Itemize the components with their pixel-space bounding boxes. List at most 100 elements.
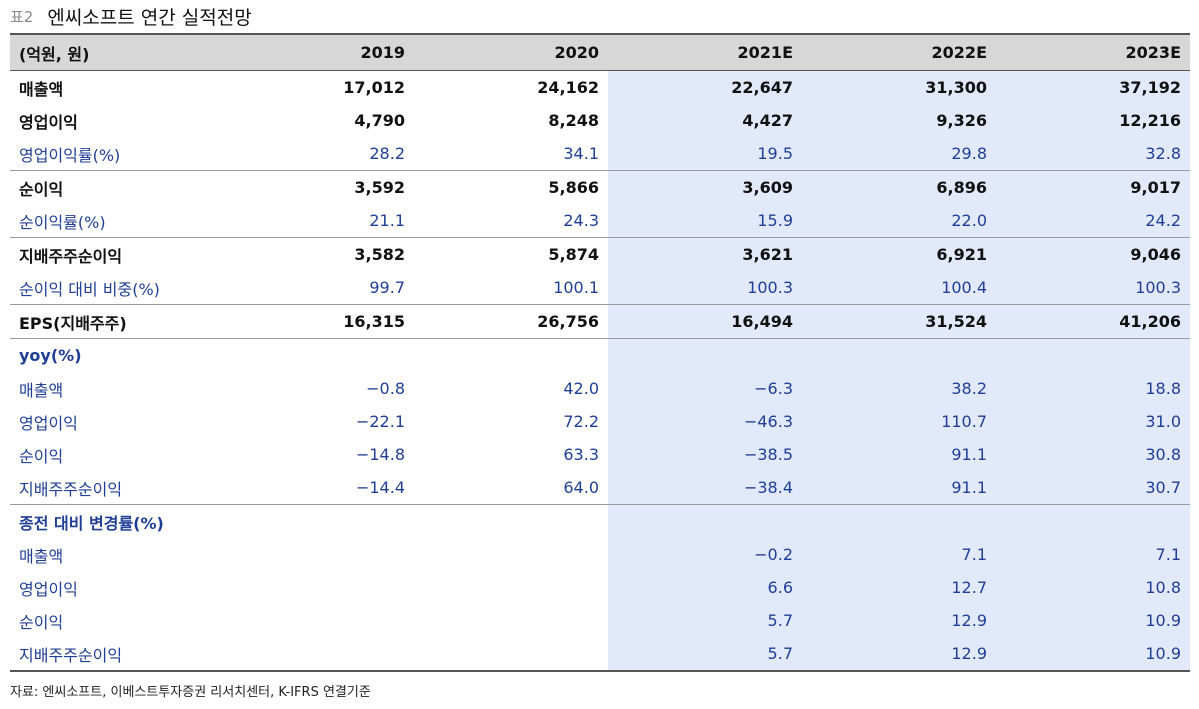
row-value: 32.8 [996,137,1190,171]
table-row: 영업이익 6.6 12.7 10.8 [10,571,1190,604]
row-value: 15.9 [608,204,802,238]
row-value [802,338,996,372]
header-year: 2019 [220,33,414,71]
row-label: 영업이익률(%) [19,145,121,165]
table-row: 순이익 −14.8 63.3 −38.5 91.1 30.8 [10,438,1190,471]
row-label: EPS(지배주주) [10,304,220,339]
row-value: 41,206 [996,304,1190,339]
row-value: −46.3 [608,405,802,438]
row-label: 지배주주순이익 [10,237,220,271]
row-value: 42.0 [563,379,599,398]
row-label: 매출액 [19,380,64,400]
row-label: 순이익률(%) [19,212,106,232]
row-label: 순이익 [19,446,64,466]
table-row: 매출액 −0.8 42.0 −6.3 38.2 18.8 [10,372,1190,405]
row-value: 3,609 [608,170,802,204]
row-value [414,637,608,672]
table-row: 영업이익 4,790 8,248 4,427 9,326 12,216 [10,104,1190,137]
row-value: −0.8 [366,379,405,398]
row-value: 72.2 [563,412,599,431]
row-value [220,604,414,637]
source-note: 자료: 엔씨소프트, 이베스트투자증권 리서치센터, K-IFRS 연결기준 [10,685,371,700]
row-value [996,504,1190,538]
row-value [220,504,414,538]
row-value: 30.8 [996,438,1190,471]
row-label: 매출액 [19,79,64,99]
table-row: 매출액 −0.2 7.1 7.1 [10,538,1190,571]
row-value: 100.3 [996,271,1190,305]
row-label: 영업이익 [19,112,78,132]
table-number: 표2 [10,7,34,26]
row-value [414,571,608,604]
row-value: 3,582 [220,237,414,271]
table-row: 영업이익 −22.1 72.2 −46.3 110.7 31.0 [10,405,1190,438]
row-label: 순이익 [10,170,220,204]
row-value: 110.7 [802,405,996,438]
table-row: 순이익 3,592 5,866 3,609 6,896 9,017 [10,170,1190,204]
row-value: 3,621 [608,237,802,271]
row-value: 34.1 [563,144,599,163]
row-label: 순이익 대비 비중(%) [19,279,160,299]
row-value: 10.9 [996,604,1190,637]
row-value: 5.7 [608,604,802,637]
row-label: 지배주주순이익 [19,479,123,499]
row-value: 22.0 [802,204,996,238]
row-value: 19.5 [608,137,802,171]
header-year: 2022E [802,33,996,71]
row-value: 9,046 [996,237,1190,271]
row-value: 31,524 [802,304,996,339]
row-value [414,538,608,571]
row-value: 10.8 [996,571,1190,604]
row-value: 8,248 [548,111,599,130]
row-value: 16,315 [220,304,414,339]
row-value: 5,866 [414,170,608,204]
header-year: 2020 [414,33,608,71]
row-value: 4,790 [354,111,405,130]
row-value: 31,300 [802,70,996,104]
row-value: 29.8 [802,137,996,171]
header-row: (억원, 원) 2019 2020 2021E 2022E 2023E [10,33,1190,71]
row-value: 31.0 [996,405,1190,438]
row-value: 12,216 [996,104,1190,137]
row-value: 28.2 [369,144,405,163]
row-value: 38.2 [802,372,996,405]
row-value: 10.9 [996,637,1190,672]
row-label: 매출액 [19,546,64,566]
row-value: 100.3 [608,271,802,305]
row-value: −14.4 [355,478,405,497]
table-row: 순이익 대비 비중(%) 99.7 100.1 100.3 100.4 100.3 [10,271,1190,305]
row-value: 91.1 [802,471,996,505]
table-row: yoy(%) [10,338,1190,372]
table-title: 표2 엔씨소프트 연간 실적전망 [10,3,252,29]
row-label: 지배주주순이익 [10,637,220,672]
row-value: 17,012 [343,78,405,97]
row-value: 12.9 [802,637,996,672]
table-row: 종전 대비 변경률(%) [10,504,1190,538]
row-value: 6,896 [802,170,996,204]
row-value: 12.9 [802,604,996,637]
row-value: 7.1 [996,538,1190,571]
row-value: 5,874 [414,237,608,271]
row-value [414,504,608,538]
row-value: −6.3 [608,372,802,405]
earnings-forecast-table: (억원, 원) 2019 2020 2021E 2022E 2023E 매출액 1… [10,33,1190,672]
table-row: 영업이익률(%) 28.2 34.1 19.5 29.8 32.8 [10,137,1190,171]
row-value: 100.4 [802,271,996,305]
header-year: 2021E [608,33,802,71]
header-year: 2023E [996,33,1190,71]
table-row: 순이익률(%) 21.1 24.3 15.9 22.0 24.2 [10,204,1190,238]
row-value: 24.3 [563,211,599,230]
row-value [608,338,802,372]
row-value: 12.7 [802,571,996,604]
row-value [996,338,1190,372]
row-value [414,604,608,637]
row-value: 3,592 [220,170,414,204]
row-value: 5.7 [608,637,802,672]
row-value: 18.8 [996,372,1190,405]
row-value: 64.0 [563,478,599,497]
row-label: 영업이익 [19,413,78,433]
row-label: yoy(%) [10,338,220,372]
row-value: 6.6 [608,571,802,604]
row-value [220,338,414,372]
row-value: 6,921 [802,237,996,271]
